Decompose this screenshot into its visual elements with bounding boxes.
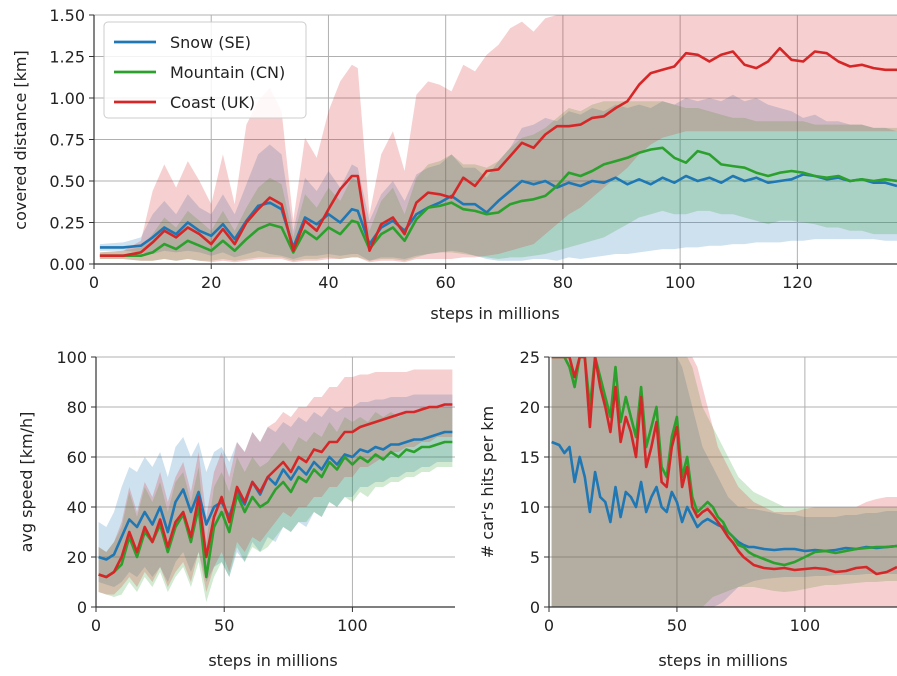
car-hits-panel: 0 50 100 0 5 10 15 20 25 steps in millions # car… [478,348,897,670]
series-lines [98,403,453,579]
x-tick-label: 100 [665,273,696,292]
band-snow [99,94,897,261]
confidence-bands [99,15,897,263]
legend-label-snow: Snow (SE) [170,33,251,52]
covered-distance-panel: 0 20 40 60 80 100 120 0.00 0.25 0.50 0.75 1.00 1.25 1… [11,6,897,323]
y-tick-label: 0.50 [49,172,85,191]
legend: Snow (SE) Mountain (CN) Coast (UK) [103,21,307,119]
y-tick-label: 15 [520,448,540,467]
y-tick-label: 20 [67,548,87,567]
tick-labels: 0 50 100 0 20 40 60 80 100 [56,348,367,635]
x-axis-label: steps in millions [658,651,787,670]
band-mountain [98,407,453,602]
line-snow [98,430,453,561]
x-tick-label: 120 [782,273,813,292]
y-axis-label: # car's hits per km [478,406,497,558]
y-tick-label: 0 [77,598,87,617]
x-tick-label: 100 [337,616,368,635]
x-tick-label: 80 [553,273,573,292]
legend-box [103,21,307,119]
y-tick-label: 10 [520,498,540,517]
band-coast [99,15,897,263]
x-axis-label: steps in millions [208,651,337,670]
x-tick-label: 20 [201,273,221,292]
x-tick-label: 100 [790,616,821,635]
y-tick-label: 0.25 [49,214,85,233]
legend-label-coast: Coast (UK) [170,93,255,112]
y-tick-label: 20 [520,398,540,417]
tick-labels: 0 50 100 0 5 10 15 20 25 [520,348,821,635]
x-tick-label: 0 [544,616,554,635]
x-tick-label: 50 [667,616,687,635]
avg-speed-panel: 0 50 100 0 20 40 60 80 100 steps in millions avg… [17,348,455,670]
line-mountain [99,146,897,257]
y-tick-label: 1.00 [49,89,85,108]
line-coast [98,403,453,579]
x-axis-label: steps in millions [430,304,559,323]
y-tick-label: 60 [67,448,87,467]
y-tick-label: 5 [530,548,540,567]
axes-frame [544,356,897,612]
band-mountain [99,101,897,261]
y-tick-label: 1.25 [49,48,85,67]
line-coast [551,357,897,576]
y-axis-label: avg speed [km/h] [17,412,36,553]
y-tick-label: 25 [520,348,540,367]
y-tick-label: 0.00 [49,255,85,274]
x-tick-label: 0 [91,616,101,635]
x-tick-label: 40 [318,273,338,292]
y-tick-label: 0.75 [49,131,85,150]
y-tick-label: 40 [67,498,87,517]
y-axis-label: covered distance [km] [11,50,30,229]
x-tick-label: 60 [435,273,455,292]
y-tick-label: 80 [67,398,87,417]
series-lines [551,357,897,576]
y-tick-label: 100 [56,348,87,367]
x-tick-label: 50 [214,616,234,635]
y-tick-label: 1.50 [49,6,85,25]
legend-label-mountain: Mountain (CN) [170,63,285,82]
x-tick-label: 0 [89,273,99,292]
axes-frame [89,14,897,269]
line-coast [99,46,897,257]
series-lines [99,46,897,257]
axes-frame [91,356,455,612]
y-tick-label: 0 [530,598,540,617]
tick-labels: 0 20 40 60 80 100 120 0.00 0.25 0.50 0.75 1.00 1.25 1… [49,6,812,292]
line-snow [551,440,897,553]
